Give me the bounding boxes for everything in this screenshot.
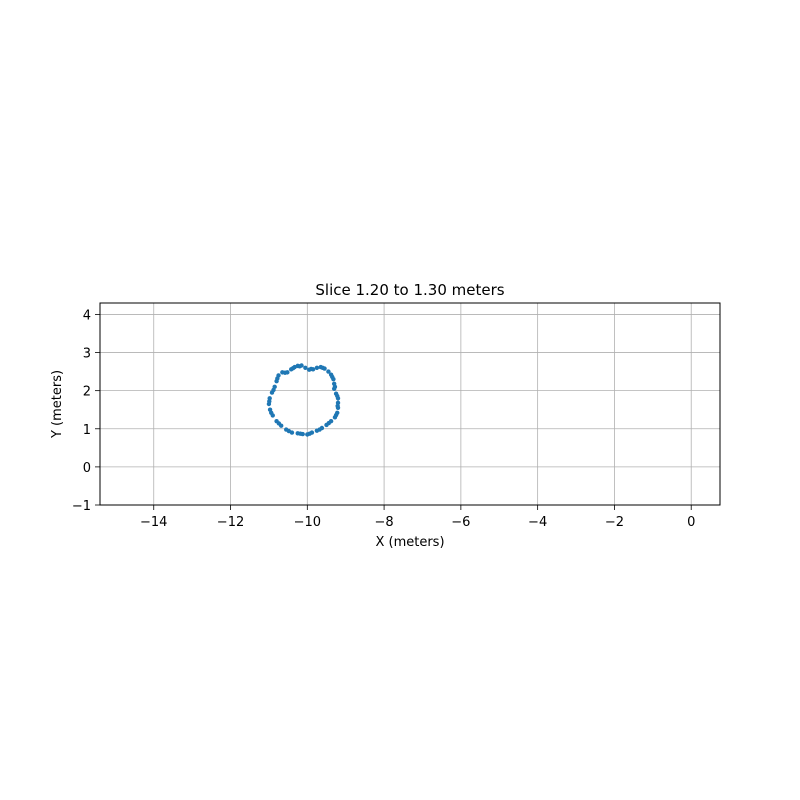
plot-frame [99, 302, 721, 506]
data-point [308, 366, 314, 372]
data-point [303, 365, 308, 370]
data-point [314, 365, 320, 370]
data-point [276, 421, 282, 426]
data-point [333, 412, 339, 418]
y-tick-label: −1 [72, 499, 91, 514]
data-point [335, 403, 340, 409]
data-point [282, 370, 288, 375]
data-point [267, 399, 272, 404]
x-tick-label: −12 [217, 515, 244, 530]
y-tick-label: 3 [83, 347, 91, 362]
x-tick-label: −10 [294, 515, 321, 530]
data-point [330, 374, 335, 380]
x-axis-ticks: −14 −12 −10 −8 −6 −4 −2 0 [140, 505, 695, 530]
x-tick-label: −14 [140, 515, 167, 530]
data-point [320, 365, 325, 370]
data-point [275, 376, 280, 381]
data-point [298, 431, 303, 436]
y-axis-label: Y (meters) [50, 370, 65, 439]
y-tick-label: 0 [83, 461, 91, 476]
data-point [286, 428, 292, 434]
data-point [317, 427, 322, 432]
data-point [326, 420, 332, 426]
data-point [269, 410, 274, 415]
chart-title: Slice 1.20 to 1.30 meters [315, 281, 504, 299]
data-point [307, 431, 312, 436]
y-tick-label: 2 [83, 385, 91, 400]
data-point [297, 364, 302, 369]
data-points [266, 363, 341, 437]
data-point [271, 387, 276, 393]
data-point [332, 384, 338, 390]
x-tick-label: −6 [451, 515, 470, 530]
data-point [335, 393, 340, 399]
x-tick-label: 0 [687, 515, 695, 530]
y-axis-ticks: −1 0 1 2 3 4 [72, 308, 100, 514]
x-tick-label: −2 [605, 515, 624, 530]
y-tick-label: 1 [83, 423, 91, 438]
y-tick-label: 4 [83, 308, 91, 323]
data-point [326, 369, 331, 374]
x-axis-label: X (meters) [375, 535, 444, 550]
x-tick-label: −8 [375, 515, 394, 530]
data-point [290, 365, 296, 371]
x-tick-label: −4 [528, 515, 547, 530]
grid-lines [100, 303, 720, 506]
